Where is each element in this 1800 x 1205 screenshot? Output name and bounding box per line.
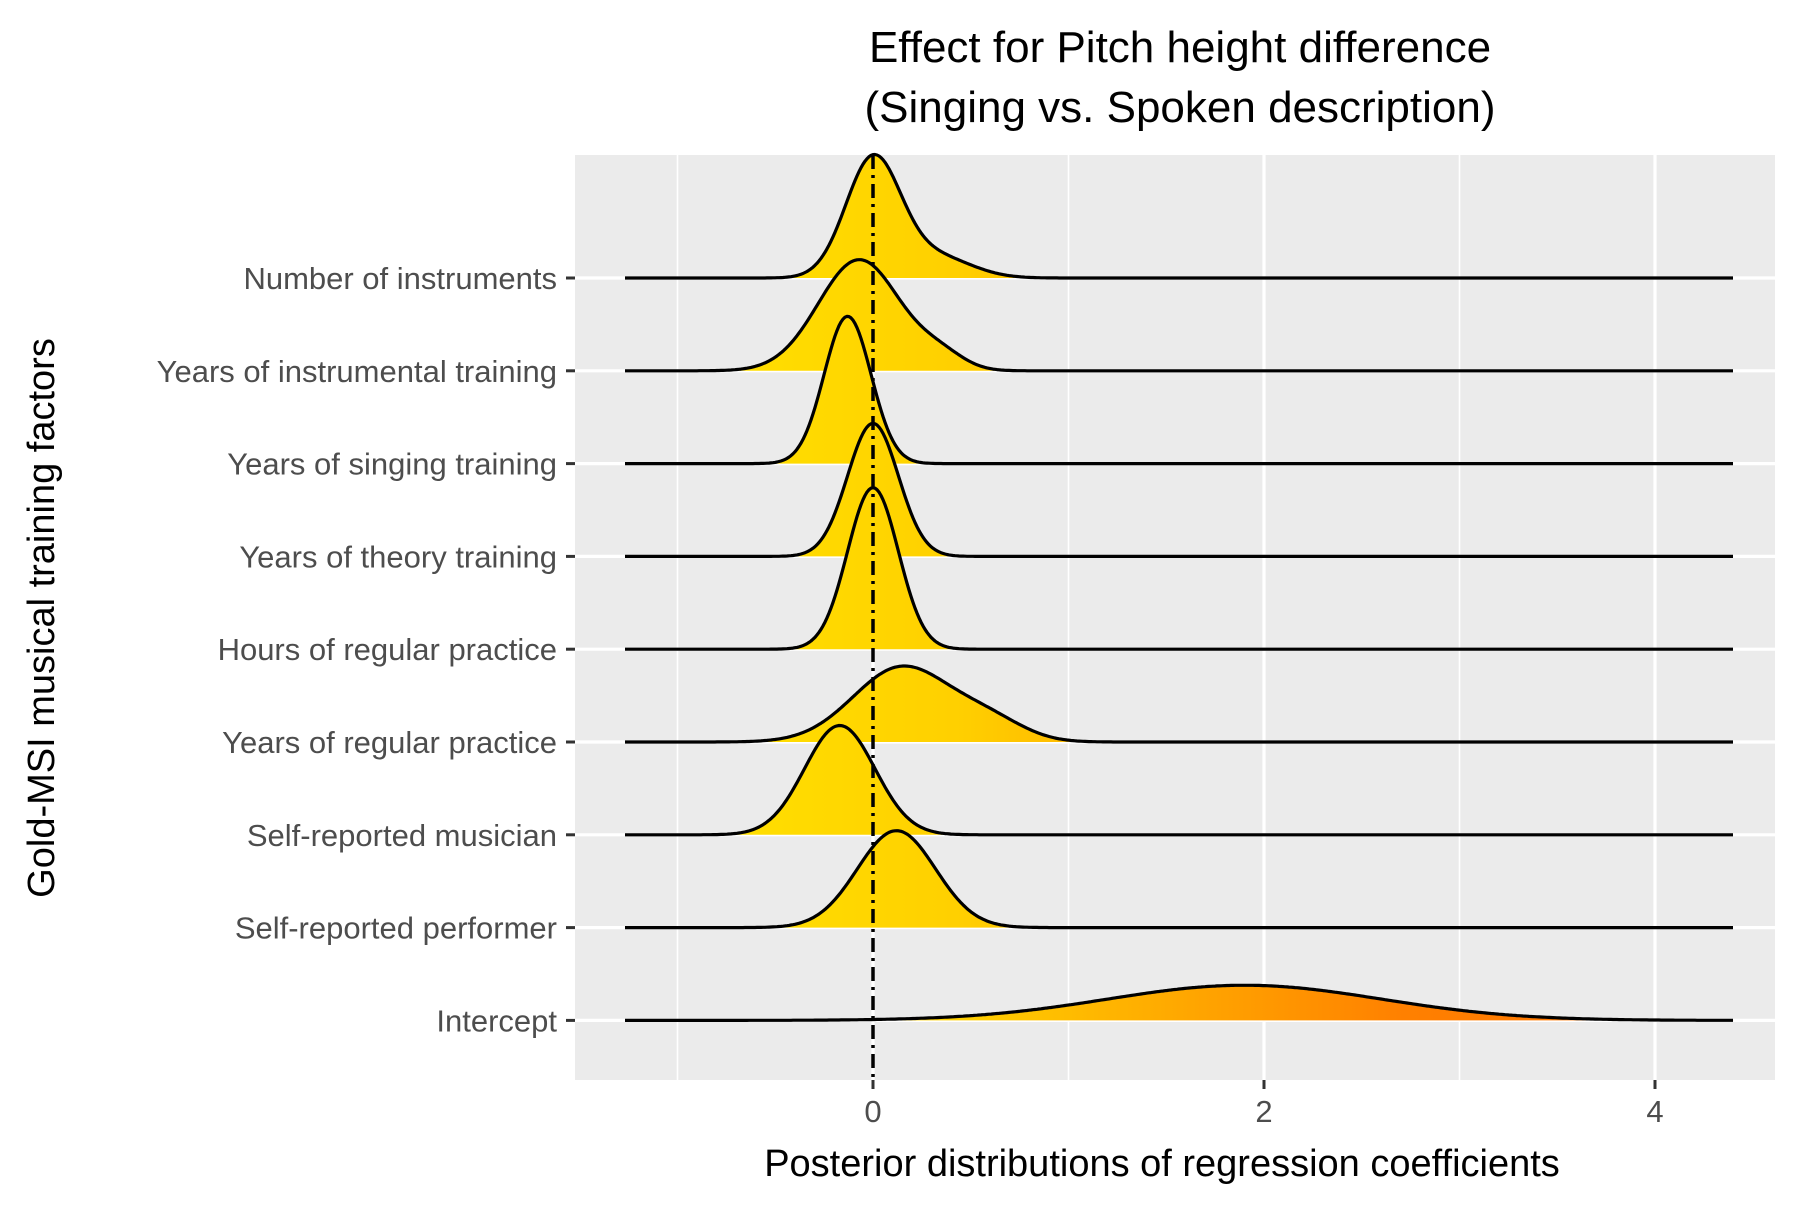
ridge-6	[625, 664, 1734, 744]
ridge-outline	[625, 723, 1733, 837]
ridge-fill	[625, 423, 1734, 557]
x-tick-label: 4	[1646, 1094, 1663, 1129]
y-tick-label: Intercept	[436, 1003, 557, 1038]
ridge-fill	[625, 725, 1734, 835]
ridge-outline	[625, 258, 1733, 373]
x-tick-label: 2	[1255, 1094, 1272, 1129]
y-axis: Number of instruments Years of instrument…	[157, 261, 575, 1038]
ridge-outline	[625, 983, 1733, 1022]
ridge-fill	[625, 985, 1734, 1021]
ridge-fill	[625, 316, 1734, 464]
y-axis-title: Gold-MSI musical training factors	[21, 338, 63, 898]
x-tick-label: 0	[864, 1094, 881, 1129]
y-tick-label: Hours of regular practice	[218, 632, 557, 667]
ridge-fill	[625, 487, 1734, 650]
ridge-fill	[625, 154, 1734, 278]
ridge-9	[625, 983, 1734, 1022]
y-tick-label: Self-reported performer	[235, 911, 557, 946]
x-axis-title: Posterior distributions of regression co…	[764, 1143, 1560, 1185]
ridge-outline	[625, 421, 1733, 558]
y-tick-label: Years of regular practice	[222, 725, 557, 760]
chart-title-line2: (Singing vs. Spoken description)	[865, 83, 1496, 132]
ridge-outline	[625, 152, 1733, 280]
plot-panel	[575, 155, 1775, 1080]
ridge-1	[625, 152, 1734, 280]
ridge-2	[625, 258, 1734, 373]
y-tick-label: Number of instruments	[243, 261, 557, 296]
x-axis: 0 2 4	[864, 1080, 1664, 1129]
ridge-5	[625, 486, 1734, 651]
ridge-outline	[625, 314, 1733, 466]
ridges	[625, 152, 1734, 1022]
y-tick-label: Years of instrumental training	[157, 354, 557, 389]
ridge-fill	[625, 830, 1734, 928]
ridge-fill	[625, 259, 1734, 371]
ridge-4	[625, 421, 1734, 558]
y-tick-label: Years of theory training	[239, 539, 557, 574]
ridge-3	[625, 314, 1734, 466]
y-tick-label: Years of singing training	[227, 447, 557, 482]
ridge-outline	[625, 829, 1733, 930]
ridge-7	[625, 723, 1734, 837]
ridge-fill	[625, 666, 1734, 742]
ridge-8	[625, 829, 1734, 930]
y-tick-label: Self-reported musician	[247, 818, 557, 853]
ridge-outline	[625, 486, 1733, 651]
chart-title-line1: Effect for Pitch height difference	[869, 23, 1491, 72]
ridge-outline	[625, 664, 1733, 744]
